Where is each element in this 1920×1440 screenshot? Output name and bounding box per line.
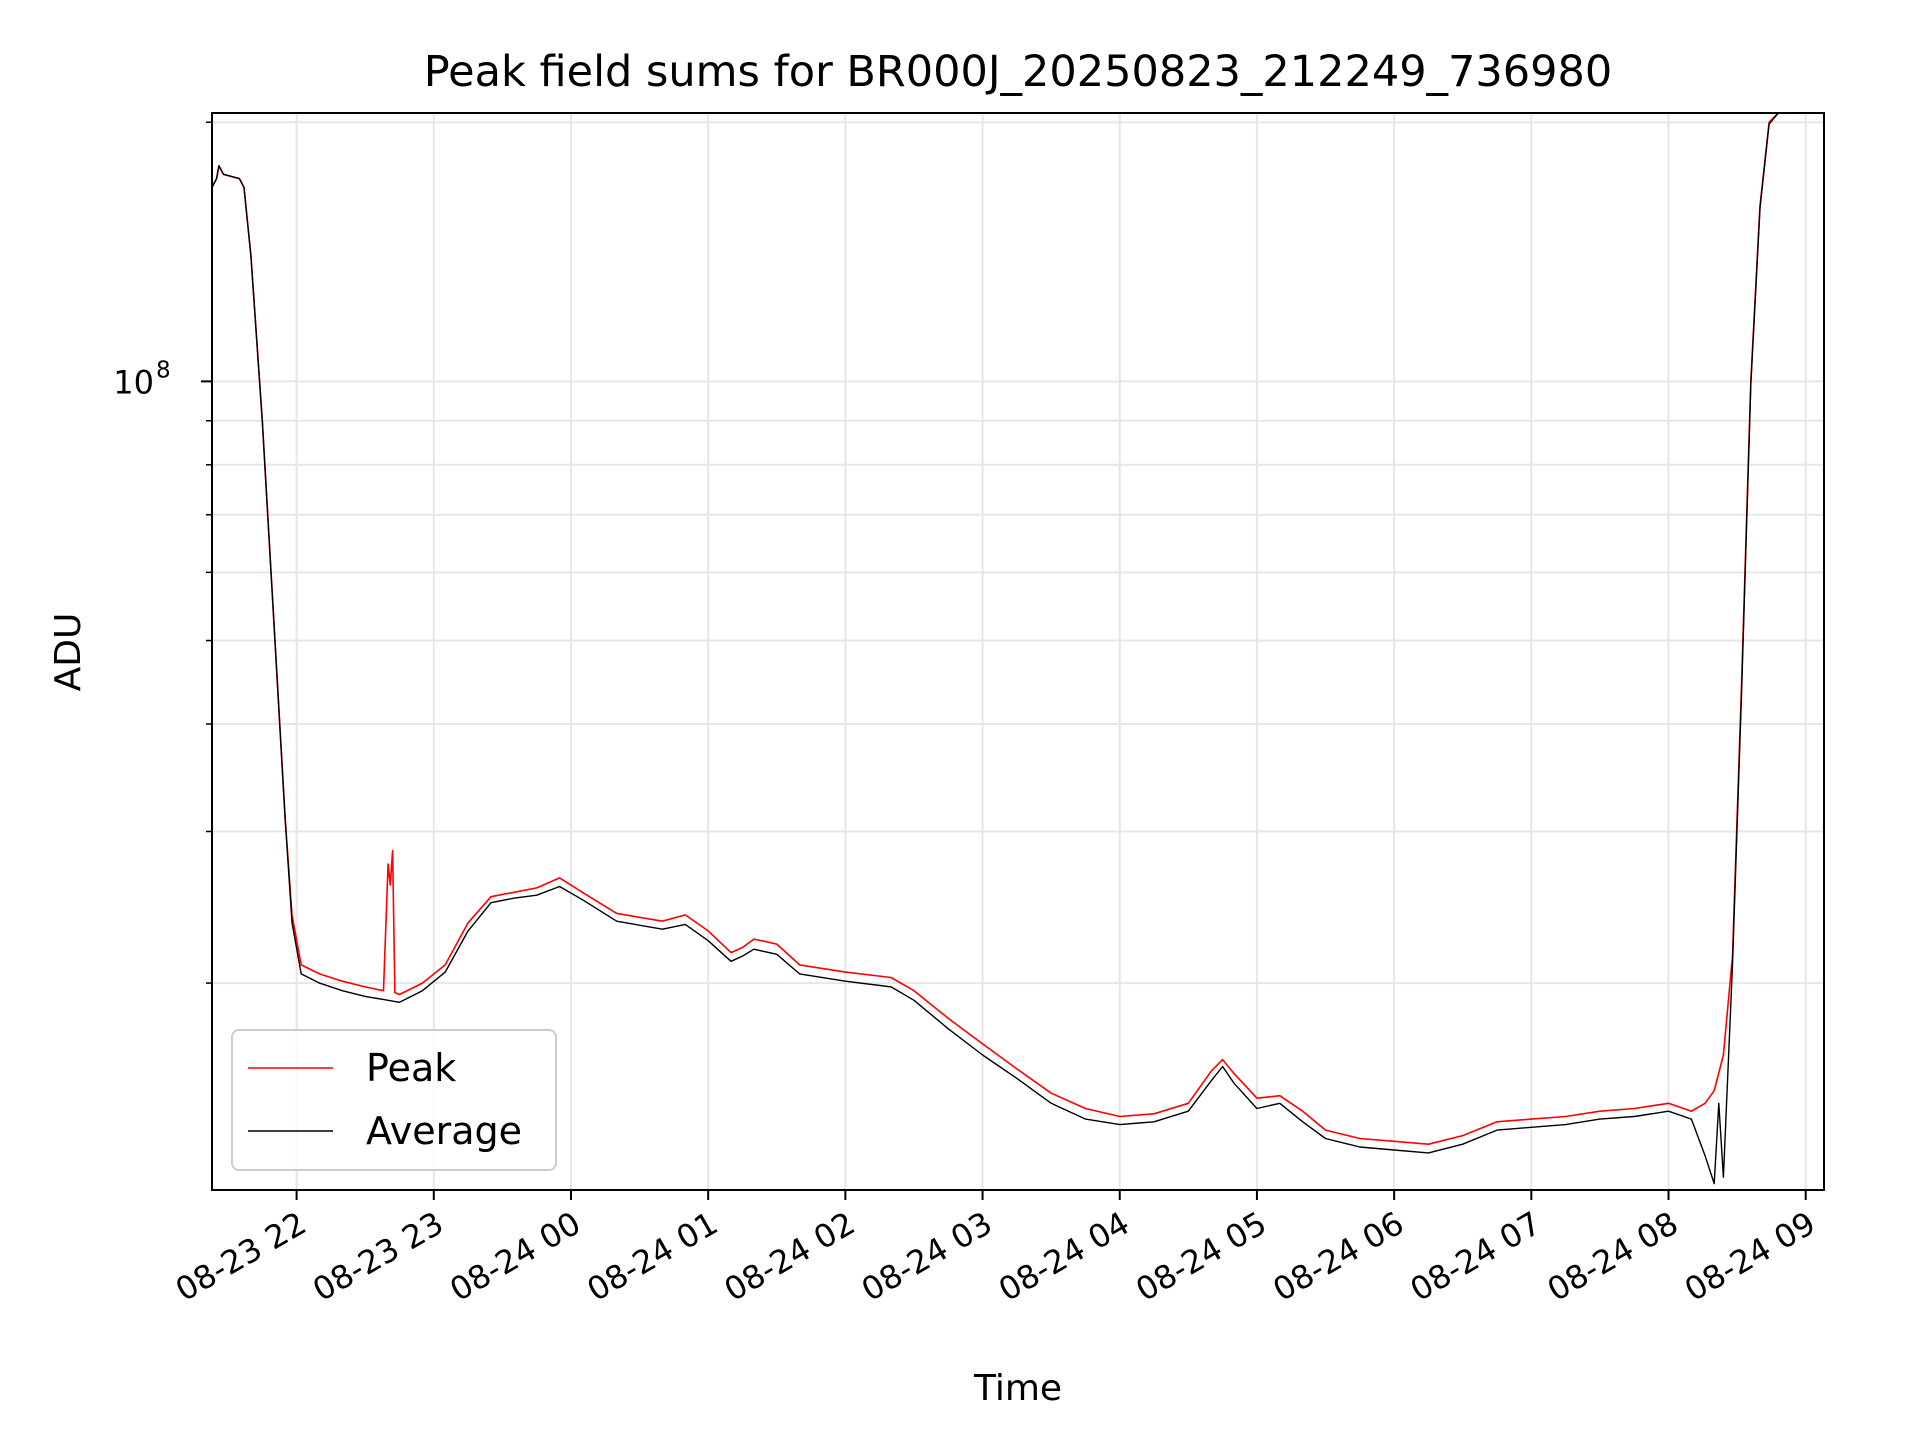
y-axis-label: ADU (48, 613, 89, 692)
series-line-peak (212, 113, 1779, 1145)
y-tick-label-exponent: 8 (156, 357, 171, 383)
grid-lines (212, 113, 1824, 1190)
y-tick-label: 10 (113, 363, 154, 401)
y-axis-ticks: 10 8 (113, 121, 212, 984)
series-layer (212, 113, 1779, 1185)
legend-box (231, 1029, 557, 1171)
legend-label-average: Average (366, 1109, 522, 1153)
series-line-average (212, 113, 1779, 1185)
legend: Peak Average (231, 1029, 557, 1171)
plot-frame (211, 112, 1825, 1191)
chart-title: Peak field sums for BR000J_20250823_2122… (424, 47, 1612, 97)
x-axis-label: Time (973, 1368, 1062, 1409)
legend-label-peak: Peak (366, 1046, 456, 1090)
